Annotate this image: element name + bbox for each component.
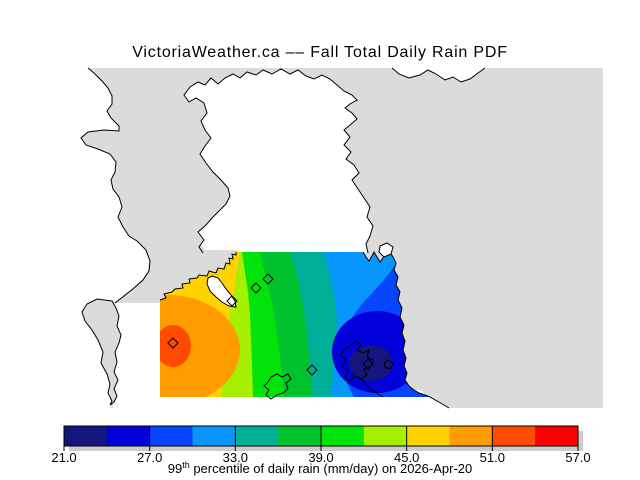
contour-blob-orange-red-maximum [160, 325, 191, 367]
colorbar-tick-label: 21.0 [51, 450, 76, 465]
land-small-island-notch [378, 242, 394, 258]
colorbar-segment [321, 426, 365, 446]
figure-title: VictoriaWeather.ca –– Fall Total Daily R… [132, 44, 508, 61]
coastline-island-outline [263, 373, 292, 400]
caption-number: 99 [168, 461, 182, 476]
station-diamond-marker [262, 273, 274, 285]
station-diamond-marker [226, 295, 238, 307]
colorbar-tick-label: 51.0 [480, 450, 505, 465]
colorbar-tick-label: 45.0 [394, 450, 419, 465]
coastline-central-peninsula [183, 68, 374, 254]
coastline-data-region-east [362, 250, 450, 409]
map-area [37, 67, 603, 409]
colorbar-segment [235, 426, 279, 446]
colorbar-segment [449, 426, 493, 446]
contour-blob-navy-minimum [349, 345, 393, 381]
coastline-data-region-northwest [159, 252, 237, 301]
caption-superscript: th [182, 460, 190, 470]
caption-rest: percentile of daily rain (mm/day) on 202… [190, 461, 473, 476]
land-west [37, 68, 149, 408]
coastline-west [80, 67, 151, 304]
colorbar: 21.0 27.0 33.0 39.0 45.0 51.0 57.0 99th percen… [51, 425, 591, 476]
colorbar-tick-labels: 21.0 27.0 33.0 39.0 45.0 51.0 57.0 [51, 450, 590, 465]
colorbar-segments [64, 426, 579, 446]
colorbar-tick-label: 33.0 [223, 450, 248, 465]
colorbar-segment [363, 426, 408, 446]
station-diamond-marker [167, 337, 179, 349]
water-narrow-inlet [81, 298, 122, 406]
station-diamond-marker [250, 282, 262, 294]
colorbar-segment [192, 426, 236, 446]
colorbar-tick-label: 57.0 [565, 450, 590, 465]
colorbar-segment [149, 426, 193, 446]
coastline-top-islands [391, 67, 486, 83]
colorbar-tick-label: 39.0 [308, 450, 333, 465]
colorbar-segment [535, 426, 579, 446]
land-top-islands [392, 68, 485, 82]
colorbar-tick-label: 27.0 [137, 450, 162, 465]
land-central-peninsula [184, 69, 373, 253]
coastline-harbour-tail [360, 378, 384, 398]
station-markers [167, 273, 374, 376]
coastline-harbour-east-lobe [383, 359, 394, 370]
colorbar-caption: 99th percentile of daily rain (mm/day) o… [168, 460, 473, 476]
station-diamond-marker [306, 364, 318, 376]
station-diamond-marker [362, 358, 374, 370]
colorbar-segment [492, 426, 536, 446]
colorbar-segment [106, 426, 151, 446]
colorbar-segment [64, 426, 108, 446]
colorbar-segment [278, 426, 322, 446]
coastline-harbour-outline [339, 340, 374, 382]
colorbar-ticks [63, 426, 579, 451]
land-south-strip [113, 303, 449, 408]
colorbar-segment [406, 426, 450, 446]
